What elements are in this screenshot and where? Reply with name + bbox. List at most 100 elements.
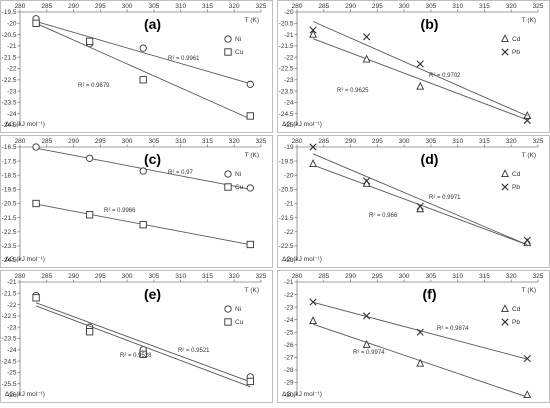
y-tick-label: -22: [284, 229, 294, 236]
trendline-ni: [35, 302, 251, 383]
panel-frame: [0, 270, 273, 403]
y-tick-label: -22.5: [2, 77, 17, 84]
y-tick-label: -23: [284, 304, 294, 311]
y-tick-label: -23: [284, 257, 294, 264]
r2-label: R² = 0.9528: [120, 353, 152, 359]
x-axis-label: T (K): [245, 17, 259, 24]
y-tick-label: -22.5: [279, 243, 294, 250]
legend-marker-cd: [501, 34, 509, 43]
legend-marker-ni: [224, 305, 232, 313]
y-tick-label: -22: [7, 302, 17, 309]
data-point-cu: [246, 377, 254, 386]
x-tick-label: 285: [318, 138, 329, 145]
panel-label: (b): [421, 16, 439, 32]
y-tick-label: -21.5: [2, 54, 17, 61]
y-tick-label: -21.5: [279, 43, 294, 50]
y-tick-label: -21: [284, 279, 294, 286]
legend-label: Pb: [512, 49, 520, 56]
x-axis-label: T (K): [522, 17, 536, 24]
x-tick-label: 300: [122, 3, 133, 10]
trendline-ni: [35, 21, 251, 85]
legend-marker-cd: [501, 304, 509, 313]
data-point-cd: [523, 390, 532, 399]
x-tick-label: 290: [345, 138, 356, 145]
trendline-pb: [312, 21, 528, 117]
y-tick-label: -23.5: [2, 100, 17, 107]
y-tick-label: -25: [284, 329, 294, 336]
y-tick-label: -21.5: [2, 291, 17, 298]
legend-marker-ni: [224, 35, 232, 43]
panel-label: (a): [144, 16, 161, 32]
x-tick-label: 290: [345, 3, 356, 10]
chart-panel-e: 280 285 290 295 300 305 310 315 320 325 -21 -21.5 -2…: [0, 270, 273, 403]
legend-marker-cd: [501, 169, 509, 178]
y-tick-label: -22: [284, 292, 294, 299]
y-tick-label: -23.5: [2, 336, 17, 343]
x-tick-label: 295: [95, 273, 106, 280]
y-tick-label: -24.5: [2, 122, 17, 129]
data-point-cu: [32, 19, 40, 27]
trendline-cd: [312, 38, 528, 121]
x-tick-label: 300: [399, 138, 410, 145]
x-tick-label: 305: [148, 138, 159, 145]
x-tick-label: 315: [479, 273, 490, 280]
trendline-cu: [35, 305, 251, 388]
r2-label: R² = 0.9702: [429, 73, 461, 79]
r2-label: R² = 0.966: [369, 213, 398, 219]
x-tick-label: 310: [452, 3, 463, 10]
legend-marker-cu: [224, 183, 232, 191]
y-tick-label: -21: [7, 43, 17, 50]
y-tick-label: -21.5: [279, 215, 294, 222]
data-point-cu: [85, 328, 94, 336]
x-tick-label: 310: [452, 138, 463, 145]
data-point-cd: [309, 29, 317, 38]
x-tick-label: 325: [533, 3, 544, 10]
y-tick-label: -26: [284, 342, 294, 349]
y-tick-label: -19.5: [2, 187, 17, 194]
data-point-cu: [139, 350, 147, 358]
data-point-pb: [363, 177, 371, 185]
y-tick-label: -23.5: [2, 243, 17, 250]
data-point-pb: [309, 298, 317, 306]
y-tick-label: -20: [7, 21, 17, 28]
legend-label: Ni: [235, 171, 241, 178]
chart-panel-b: 280 285 290 295 300 305 310 315 320 325 -20 -20.5 -2…: [277, 0, 550, 133]
y-tick-label: -24.5: [2, 358, 17, 365]
y-tick-label: -16.5: [2, 144, 17, 151]
data-point-ni: [32, 143, 40, 151]
x-tick-label: 325: [533, 138, 544, 145]
x-tick-label: 305: [148, 3, 159, 10]
data-point-cd: [362, 54, 371, 63]
x-tick-label: 315: [202, 3, 213, 10]
y-tick-label: -21.5: [2, 215, 17, 222]
data-point-pb: [363, 312, 371, 320]
data-point-pb: [363, 33, 371, 41]
x-tick-label: 280: [292, 273, 303, 280]
data-point-cu: [85, 37, 94, 46]
x-tick-label: 305: [425, 273, 436, 280]
y-tick-label: -22: [284, 54, 294, 61]
chart-panel-d: 280 285 290 295 300 305 310 315 320 325 -19 -19.5 -2…: [277, 135, 550, 268]
y-tick-label: -18.5: [2, 172, 17, 179]
x-tick-label: 300: [399, 3, 410, 10]
data-point-cd: [309, 159, 317, 168]
x-tick-label: 305: [425, 3, 436, 10]
x-tick-label: 290: [68, 3, 79, 10]
r2-label: R² = 0.9966: [104, 208, 136, 214]
y-tick-label: -21: [7, 279, 17, 286]
x-tick-label: 280: [292, 138, 303, 145]
y-tick-label: -23: [7, 324, 17, 331]
x-tick-label: 310: [452, 273, 463, 280]
legend-label: Cd: [512, 36, 521, 43]
r2-label: R² = 0.9874: [437, 326, 469, 332]
legend-marker-cu: [224, 48, 232, 56]
data-point-pb: [523, 116, 531, 125]
data-point-cd: [416, 358, 425, 367]
data-point-cd: [416, 81, 425, 90]
x-tick-label: 285: [41, 273, 52, 280]
trendline-pb: [312, 301, 528, 360]
x-tick-label: 290: [68, 273, 79, 280]
r2-label: R² = 0.9961: [168, 56, 200, 62]
data-point-ni: [246, 184, 254, 192]
